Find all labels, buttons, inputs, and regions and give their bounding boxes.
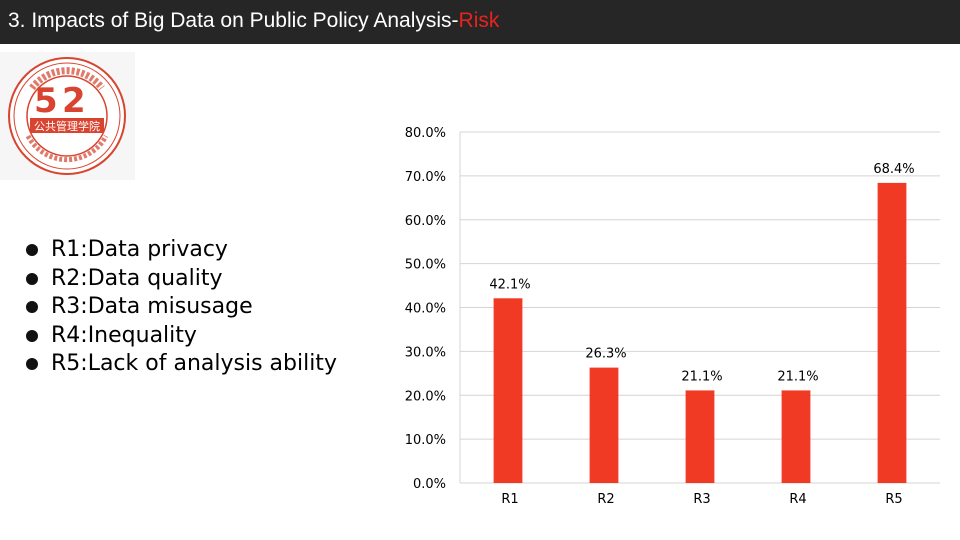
bullet-dot [26,329,38,342]
slide-title-accent: Risk [458,9,500,32]
x-tick-label: R5 [885,492,902,507]
legend-item-label: R4:Inequality [51,322,197,348]
bar [685,390,715,483]
logo-center-text: 公共管理学院 [34,119,100,133]
risk-bar-chart: 0.0% 10.0% 20.0% 30.0% 40.0% 50.0% 60.0% 70.0% 8… [405,126,940,507]
y-tick-label: 10.0% [405,433,446,448]
x-tick-label: R3 [693,492,710,507]
data-label: 21.1% [777,369,818,384]
data-label: 26.3% [585,347,626,362]
y-tick-label: 0.0% [413,477,446,492]
title-bar: 3. Impacts of Big Data on Public Policy … [0,0,960,44]
data-label: 21.1% [681,369,722,384]
legend-item-r1: R1:Data privacy [26,236,337,265]
slide-title: 3. Impacts of Big Data on Public Policy … [8,9,499,33]
bar [877,182,907,483]
university-seal-icon: 5 2 公共管理学院 [0,52,135,180]
legend-item-label: R1:Data privacy [51,237,228,262]
x-tick-label: R1 [501,492,518,507]
legend-item-label: R2:Data quality [51,265,223,291]
data-label: 68.4% [873,162,914,177]
svg-text:5: 5 [34,81,58,121]
x-tick-label: R2 [597,492,614,507]
legend-item-label: R5:Lack of analysis ability [51,351,337,377]
slide-title-main: 3. Impacts of Big Data on Public Policy … [8,9,459,32]
y-tick-label: 70.0% [405,170,446,185]
bullet-dot [26,358,38,371]
bar [589,367,619,483]
risk-legend-list: R1:Data privacy R2:Data quality R3:Data … [26,236,337,379]
bullet-dot [26,301,38,314]
y-tick-label: 80.0% [405,126,446,141]
y-tick-label: 30.0% [405,345,446,360]
y-tick-label: 20.0% [405,389,446,404]
bullet-dot [26,244,38,256]
bar [781,390,811,483]
y-tick-label: 50.0% [405,258,446,273]
legend-item-r3: R3:Data misusage [26,293,337,322]
x-tick-label: R4 [789,492,806,507]
y-tick-label: 60.0% [405,214,446,229]
y-tick-label: 40.0% [405,302,446,317]
bullet-dot [26,272,38,285]
svg-text:2: 2 [62,81,86,121]
legend-item-r4: R4:Inequality [26,322,337,351]
bar [493,298,523,483]
data-label: 42.1% [489,277,530,292]
legend-item-r5: R5:Lack of analysis ability [26,350,337,379]
legend-item-r2: R2:Data quality [26,265,337,294]
legend-item-label: R3:Data misusage [51,294,253,320]
